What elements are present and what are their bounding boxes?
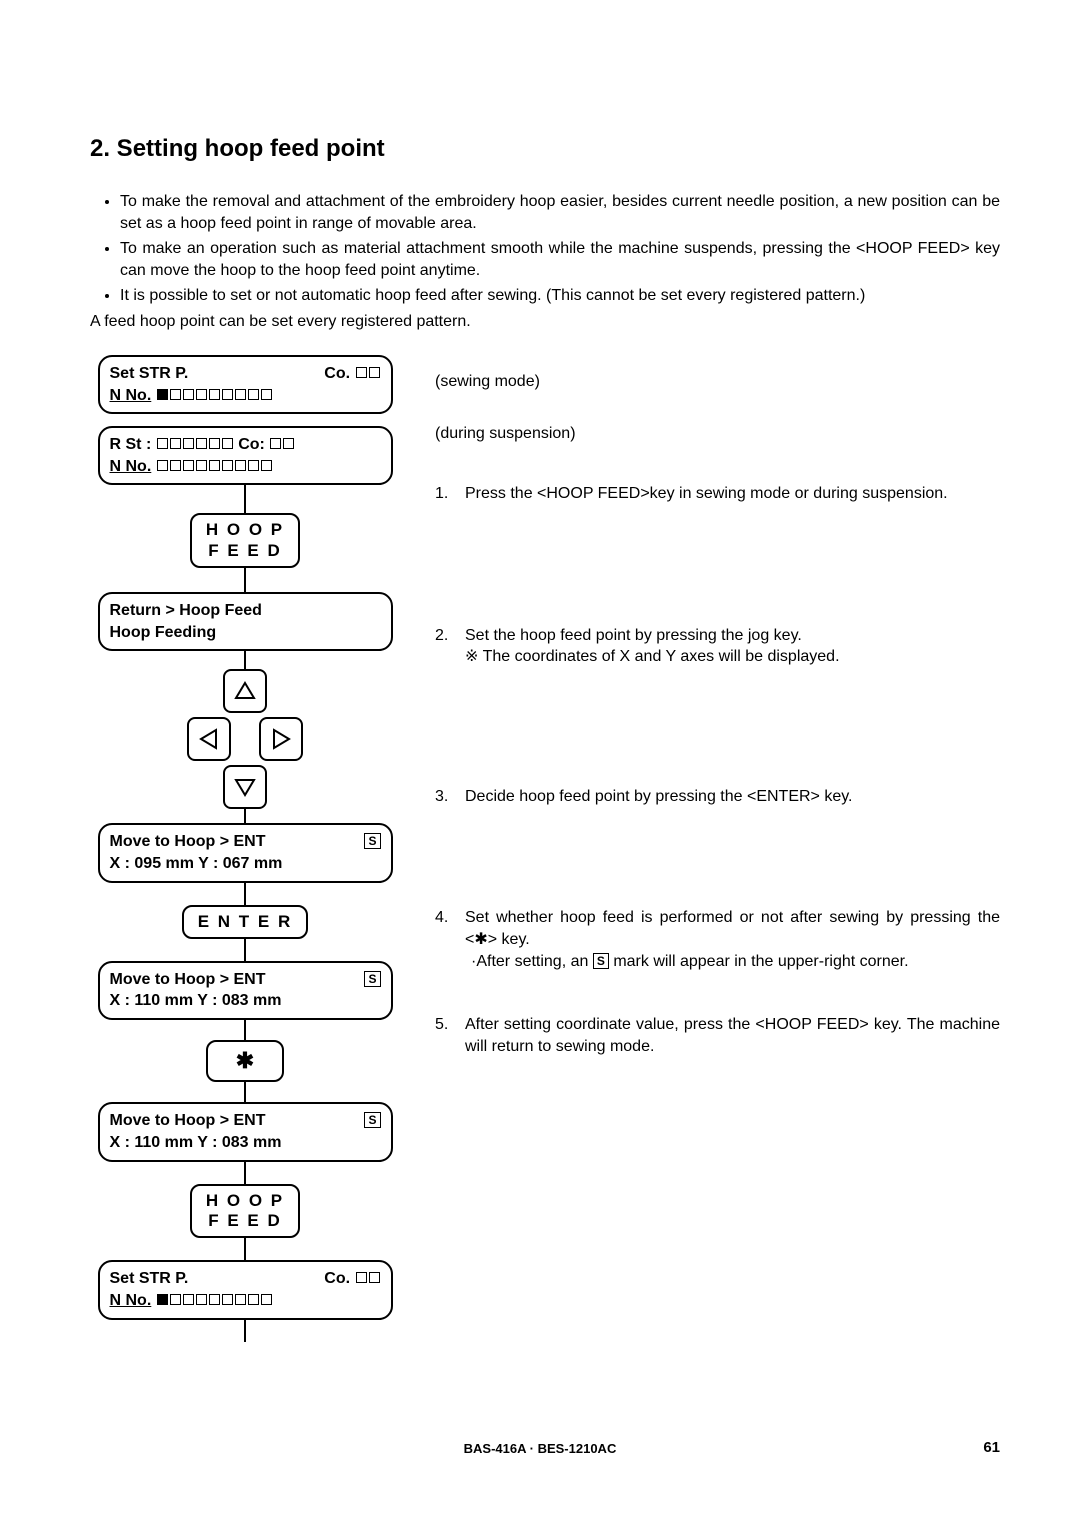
step-note: ※ The coordinates of X and Y axes will b… — [465, 646, 840, 668]
s-mark-icon: S — [364, 833, 380, 849]
key-enter: E N T E R — [182, 905, 309, 939]
lcd-text: Move to Hoop > ENT — [110, 971, 266, 988]
s-mark-icon: S — [364, 971, 380, 987]
bullet-1: To make the removal and attachment of th… — [120, 191, 1000, 234]
jog-up-button[interactable] — [223, 669, 267, 713]
connector — [244, 485, 246, 513]
footer-model: BAS-416A · BES-1210AC — [0, 1441, 1080, 1456]
label-during-suspension: (during suspension) — [435, 425, 1000, 443]
step-sub: ·After setting, an — [471, 953, 593, 970]
key-hoop-feed-2: H O O P F E E D — [190, 1184, 300, 1239]
lcd-move-1: Move to Hoop > ENT S X : 095 mm Y : 067 … — [98, 823, 393, 882]
lcd-text: Co. — [324, 1270, 350, 1287]
s-mark-icon: S — [593, 953, 609, 969]
connector — [244, 1320, 246, 1342]
connector — [244, 1082, 246, 1102]
connector — [244, 939, 246, 961]
lcd-text: Set STR P. — [110, 365, 189, 382]
section-title: 2. Setting hoop feed point — [90, 135, 1000, 163]
connector — [244, 651, 246, 669]
connector — [244, 883, 246, 905]
lcd-text: N No. — [110, 458, 152, 475]
step-1: 1. Press the <HOOP FEED>key in sewing mo… — [435, 483, 1000, 505]
step-text: Decide hoop feed point by pressing the <… — [465, 786, 852, 808]
lcd-sewing-mode: Set STR P. Co. N No. — [98, 355, 393, 414]
bullet-3: It is possible to set or not automatic h… — [120, 285, 1000, 307]
step-2: 2. Set the hoop feed point by pressing t… — [435, 625, 1000, 668]
key-hoop-feed: H O O P F E E D — [190, 513, 300, 568]
step-5: 5. After setting coordinate value, press… — [435, 1014, 1000, 1057]
step-text: After setting coordinate value, press th… — [465, 1014, 1000, 1057]
after-bullets-text: A feed hoop point can be set every regis… — [90, 313, 1000, 331]
lcd-text: Set STR P. — [110, 1270, 189, 1287]
jog-right-button[interactable] — [259, 717, 303, 761]
lcd-text: X : 110 mm Y : 083 mm — [110, 1132, 381, 1154]
key-star: ✱ — [206, 1040, 284, 1082]
lcd-final: Set STR P. Co. N No. — [98, 1260, 393, 1319]
connector — [244, 1162, 246, 1184]
step-3: 3. Decide hoop feed point by pressing th… — [435, 786, 1000, 808]
step-sub: mark will appear in the upper-right corn… — [613, 953, 908, 970]
lcd-text: Co. — [324, 365, 350, 382]
lcd-text: X : 095 mm Y : 067 mm — [110, 853, 381, 875]
label-sewing-mode: (sewing mode) — [435, 373, 1000, 391]
step-text: Set the hoop feed point by pressing the … — [465, 625, 840, 647]
jog-pad — [187, 669, 303, 809]
lcd-text: N No. — [110, 1292, 152, 1309]
bullet-2: To make an operation such as material at… — [120, 238, 1000, 281]
connector — [244, 568, 246, 592]
lcd-text: R St : — [110, 436, 152, 453]
step-text: Set whether hoop feed is performed or no… — [465, 907, 1000, 950]
lcd-return-hoop-feed: Return > Hoop Feed Hoop Feeding — [98, 592, 393, 651]
lcd-text: Move to Hoop > ENT — [110, 1112, 266, 1129]
s-mark-icon: S — [364, 1112, 380, 1128]
jog-left-button[interactable] — [187, 717, 231, 761]
lcd-text: Move to Hoop > ENT — [110, 833, 266, 850]
lcd-text: Return > Hoop Feed — [110, 600, 381, 622]
connector — [244, 1238, 246, 1260]
jog-down-button[interactable] — [223, 765, 267, 809]
page-number: 61 — [983, 1439, 1000, 1456]
lcd-move-2: Move to Hoop > ENT S X : 110 mm Y : 083 … — [98, 961, 393, 1020]
connector — [244, 1020, 246, 1040]
connector — [244, 809, 246, 823]
lcd-text: Hoop Feeding — [110, 622, 381, 644]
lcd-text: Co: — [238, 436, 265, 453]
intro-bullets: To make the removal and attachment of th… — [90, 191, 1000, 307]
lcd-text: N No. — [110, 387, 152, 404]
lcd-text: X : 110 mm Y : 083 mm — [110, 990, 381, 1012]
lcd-suspension: R St : Co: N No. — [98, 426, 393, 485]
step-4: 4. Set whether hoop feed is performed or… — [435, 907, 1000, 972]
lcd-move-3: Move to Hoop > ENT S X : 110 mm Y : 083 … — [98, 1102, 393, 1161]
step-text: Press the <HOOP FEED>key in sewing mode … — [465, 483, 948, 505]
flowchart: Set STR P. Co. N No. R St : — [90, 355, 400, 1342]
